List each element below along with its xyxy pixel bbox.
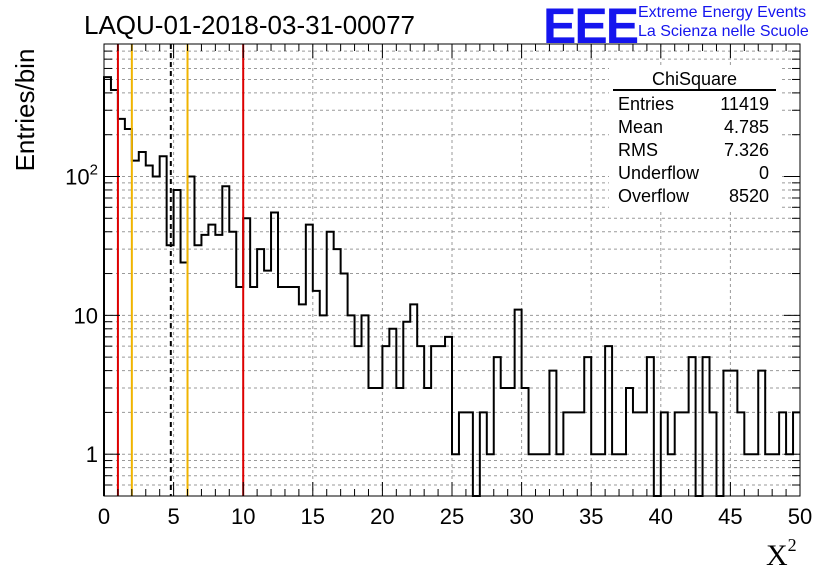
- stats-value: 0: [759, 163, 769, 183]
- stats-label: Underflow: [618, 163, 700, 183]
- x-tick-label: 50: [788, 504, 812, 529]
- stats-value: 8520: [729, 186, 769, 206]
- logo-line-2: La Scienza nelle Scuole: [638, 23, 809, 40]
- x-tick-label: 40: [649, 504, 673, 529]
- x-axis-label: X2: [766, 535, 797, 572]
- x-tick-label: 10: [231, 504, 255, 529]
- stats-label: Mean: [618, 117, 663, 137]
- stats-label: Overflow: [618, 186, 690, 206]
- stats-value: 11419: [720, 94, 769, 114]
- logo-line-1: Extreme Energy Events: [638, 4, 807, 21]
- x-tick-label: 15: [301, 504, 325, 529]
- x-tick-label: 20: [370, 504, 394, 529]
- stats-label: Entries: [618, 94, 674, 114]
- stats-label: RMS: [618, 140, 658, 160]
- x-tick-label: 45: [718, 504, 742, 529]
- x-tick-label: 5: [167, 504, 179, 529]
- x-tick-label: 30: [509, 504, 533, 529]
- chart-title: LAQU-01-2018-03-31-00077: [84, 10, 415, 40]
- stats-value: 7.326: [724, 140, 769, 160]
- eee-logo: EEE: [543, 0, 639, 54]
- x-tick-label: 0: [98, 504, 110, 529]
- x-tick-label: 35: [579, 504, 603, 529]
- y-tick-label: 10: [74, 303, 98, 328]
- stats-value: 4.785: [724, 117, 769, 137]
- y-axis-label: Entries/bin: [10, 49, 40, 172]
- x-tick-label: 25: [440, 504, 464, 529]
- y-tick-label: 102: [65, 161, 98, 189]
- y-tick-label: 1: [86, 442, 98, 467]
- histogram-series: [103, 76, 800, 497]
- stats-title: ChiSquare: [652, 69, 737, 89]
